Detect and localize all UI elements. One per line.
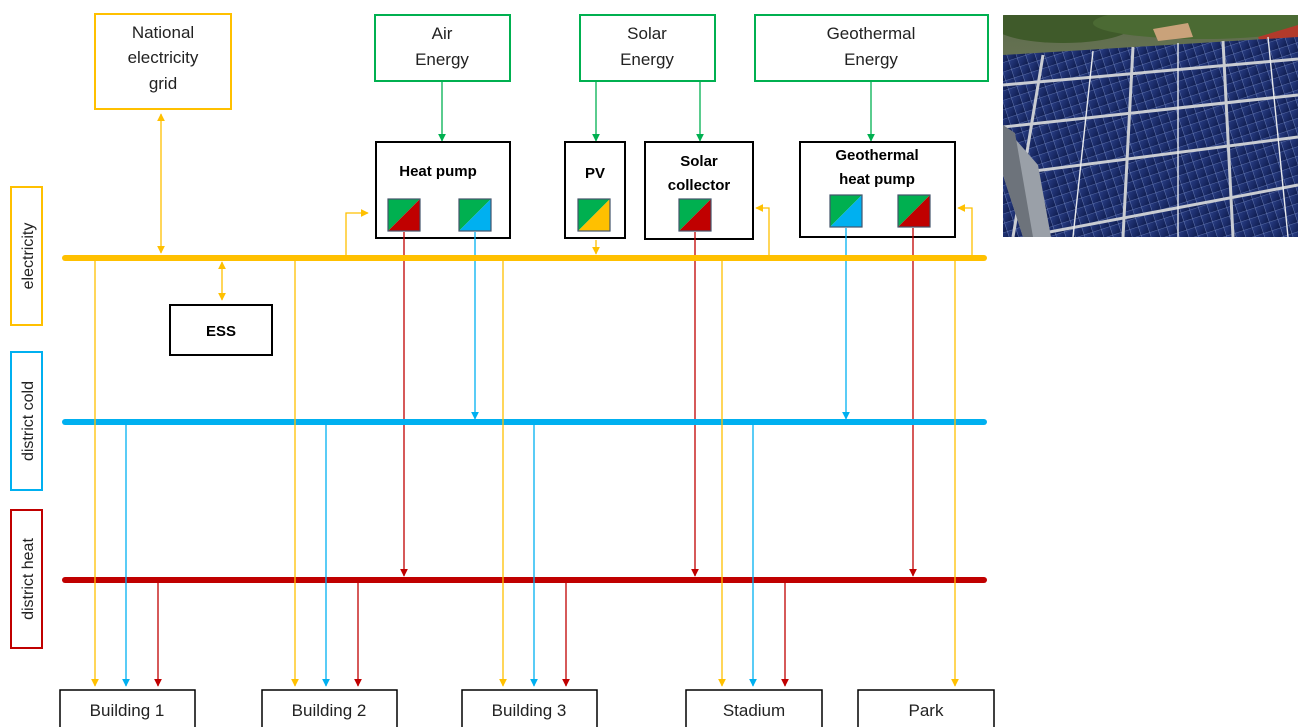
air-label-line1: Air (432, 24, 453, 43)
electricity-bus-label: electricity (10, 186, 43, 326)
grid-label-line3: grid (149, 74, 177, 93)
device-geothermal-heat-pump: Geothermal heat pump (799, 141, 956, 238)
pv-label: PV (585, 165, 605, 182)
geothermal-label-line2: Energy (844, 50, 898, 69)
cold-bus-label: district cold (10, 351, 43, 491)
source-solar-energy: Solar Energy (579, 14, 716, 82)
air-label-line2: Energy (415, 50, 469, 69)
elec-to-heatpump-arrow (345, 209, 369, 258)
park-label: Park (909, 701, 944, 720)
supply-building-1 (91, 258, 162, 687)
building-2-label: Building 2 (292, 701, 367, 720)
device-pv: PV (564, 141, 626, 239)
heat-bus-label: district heat (10, 509, 43, 649)
device-ess: ESS (169, 304, 273, 356)
source-geothermal-energy: Geothermal Energy (754, 14, 989, 82)
heat-pump-cooling-mode-icon (458, 198, 492, 232)
ghp-cooling-mode-icon (829, 194, 863, 228)
consumer-park: Park (857, 689, 995, 727)
consumer-building-3: Building 3 (461, 689, 598, 727)
consumer-building-2: Building 2 (261, 689, 398, 727)
building-1-label: Building 1 (90, 701, 165, 720)
solar-collector-label-line2: collector (668, 177, 731, 194)
solar-label-line2: Energy (620, 50, 674, 69)
grid-label-line1: National (132, 23, 194, 42)
heat-label-text: district heat (20, 538, 37, 620)
ess-label: ESS (206, 323, 236, 340)
heat-pump-label: Heat pump (399, 163, 477, 180)
ghp-heating-mode-icon (897, 194, 931, 228)
source-air-energy: Air Energy (374, 14, 511, 82)
solar-collector-label-line1: Solar (680, 153, 718, 170)
source-national-grid: National electricity grid (94, 13, 232, 110)
pv-mode-icon (577, 198, 611, 232)
device-solar-collector: Solar collector (644, 141, 754, 240)
consumer-stadium: Stadium (685, 689, 823, 727)
ghp-label-line2: heat pump (839, 171, 915, 188)
grid-label-line2: electricity (128, 48, 199, 67)
stadium-label: Stadium (723, 701, 785, 720)
solar-label-line1: Solar (627, 24, 667, 43)
ghp-label-line1: Geothermal (835, 147, 918, 164)
solar-collector-mode-icon (678, 198, 712, 232)
heat-pump-heating-mode-icon (387, 198, 421, 232)
consumer-building-1: Building 1 (59, 689, 196, 727)
supply-building-3 (499, 258, 570, 687)
device-heat-pump: Heat pump (375, 141, 511, 239)
elec-to-ghp-arrow (957, 204, 973, 258)
elec-to-collector-arrow (755, 204, 770, 258)
supply-stadium (718, 258, 789, 687)
geothermal-label-line1: Geothermal (827, 24, 916, 43)
electricity-label-text: electricity (20, 223, 37, 290)
solar-panel-array-photo (1003, 15, 1298, 237)
supply-building-2 (291, 258, 362, 687)
building-3-label: Building 3 (492, 701, 567, 720)
cold-label-text: district cold (20, 381, 37, 461)
